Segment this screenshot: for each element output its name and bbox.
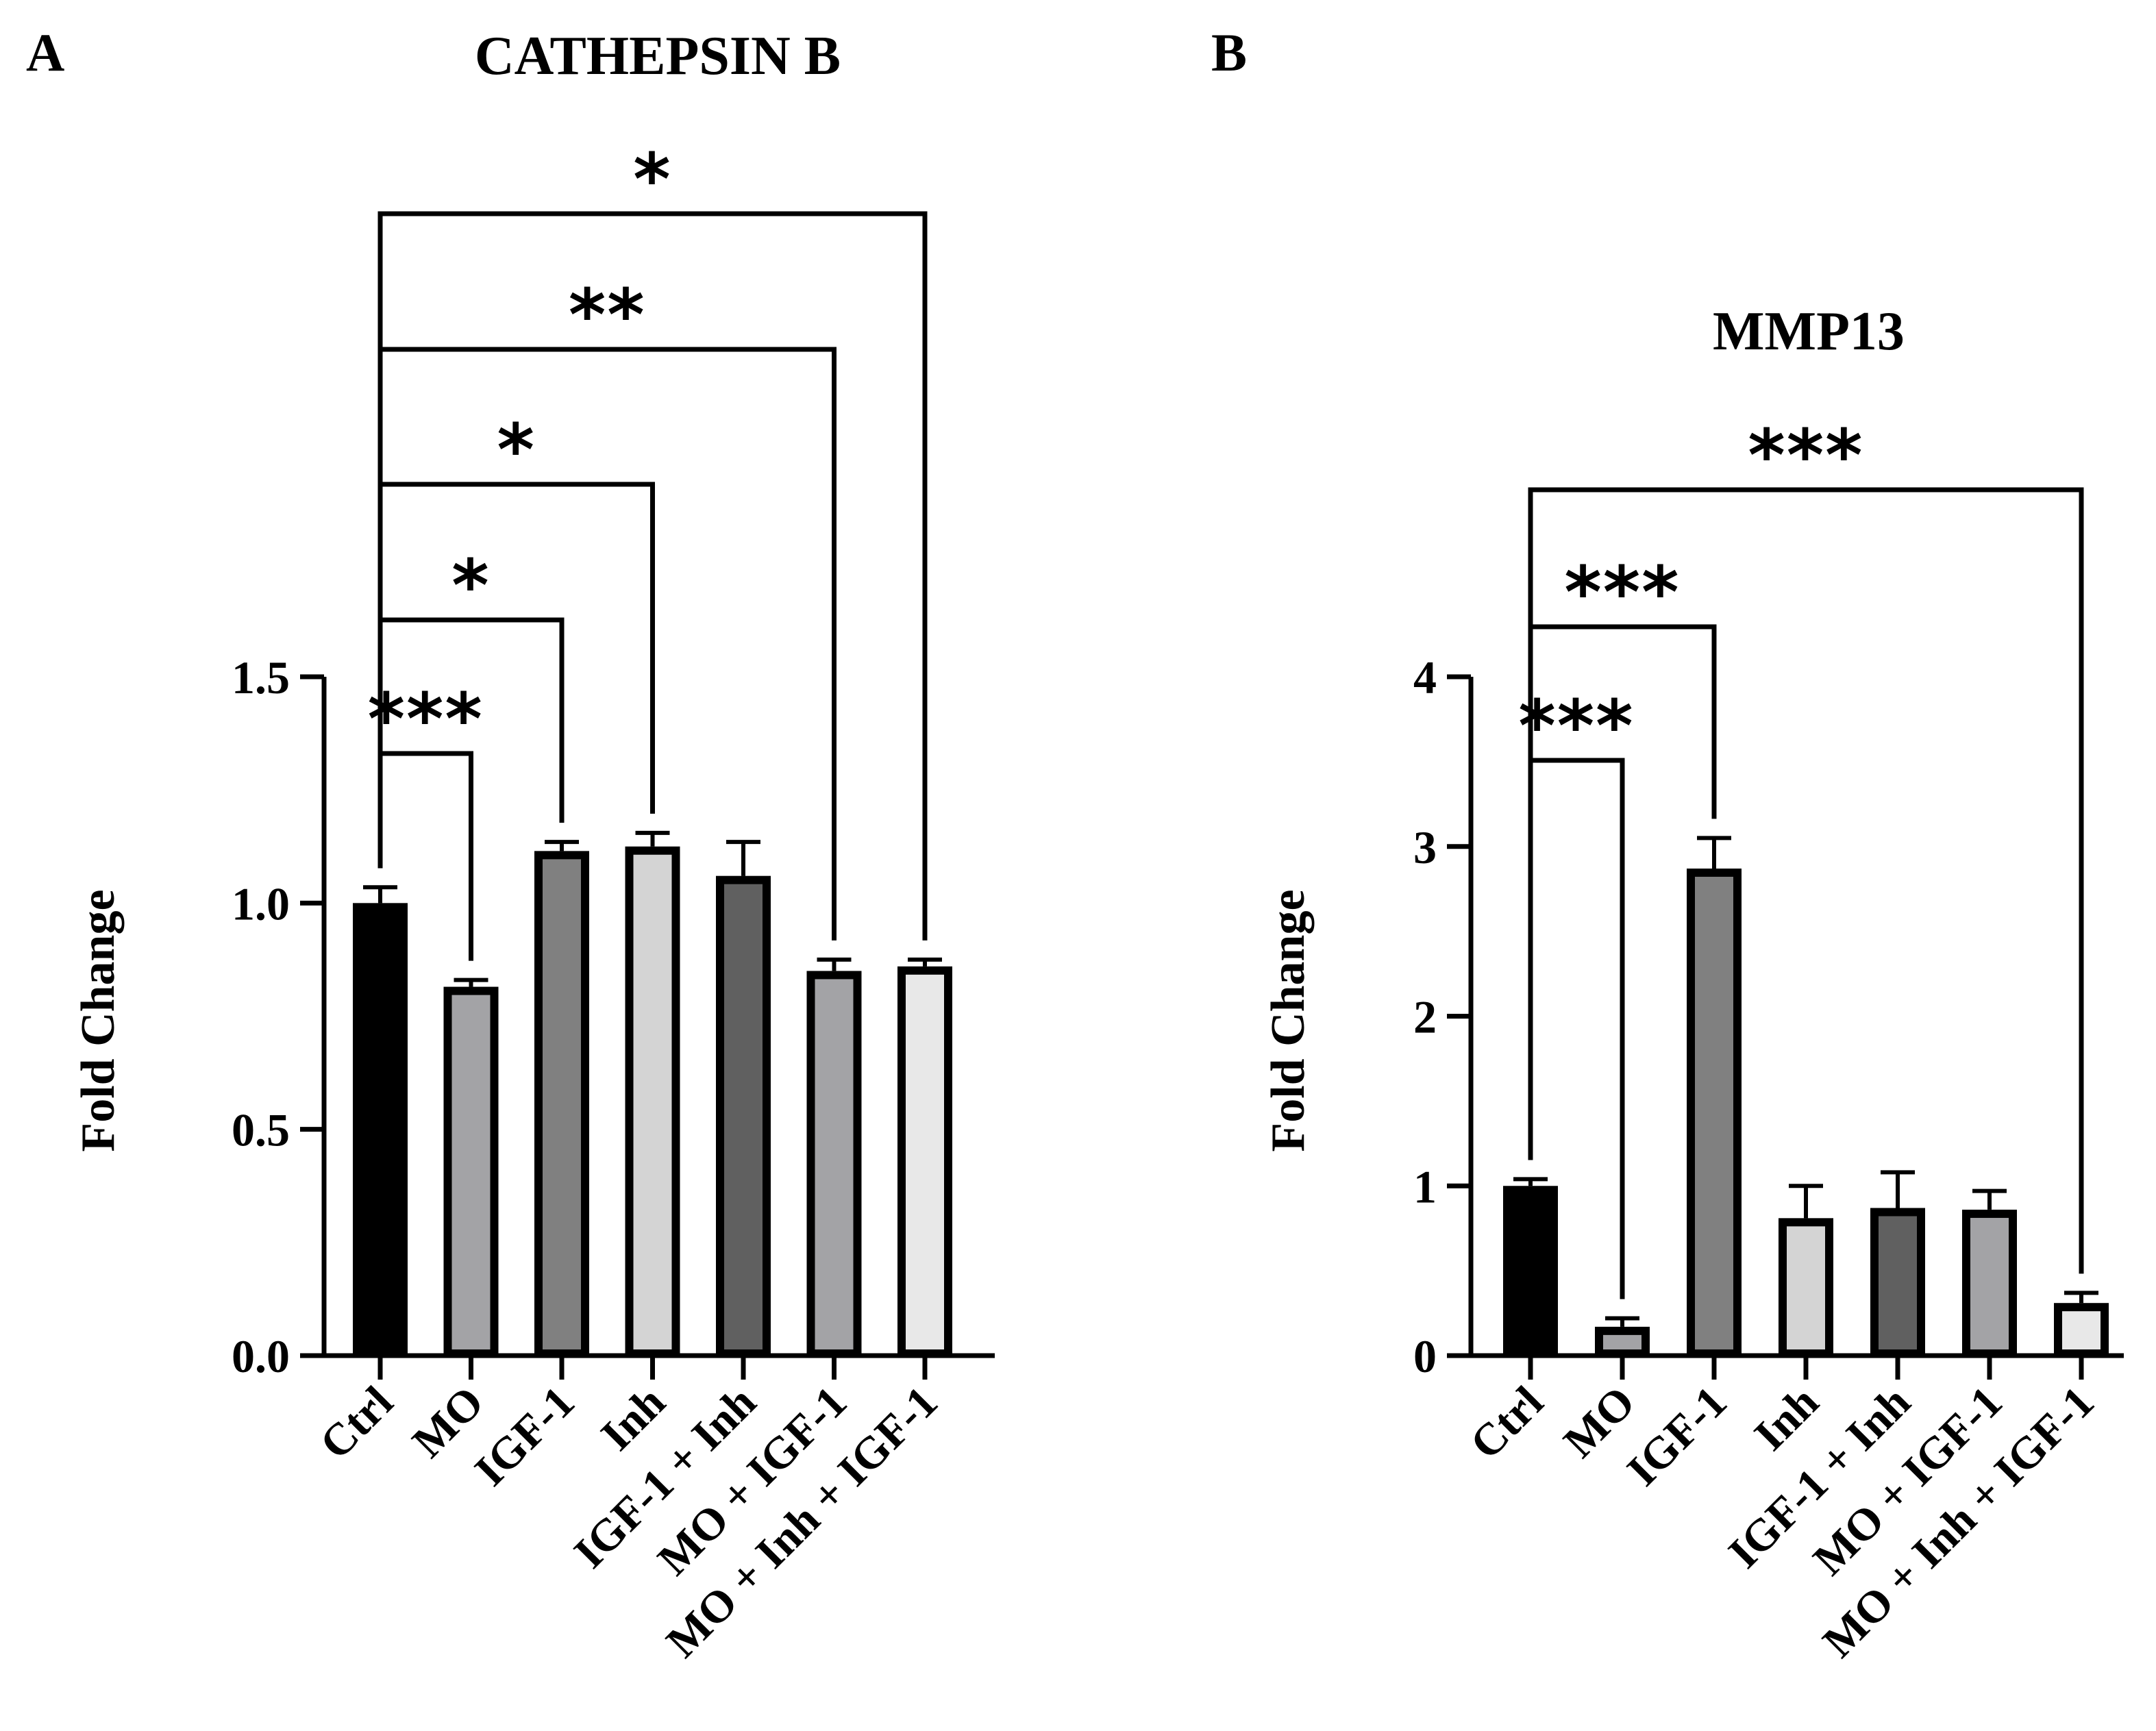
significance-label-a-4: ** — [569, 273, 646, 357]
y-tick-label-b-0: 0 — [1413, 1330, 1437, 1382]
error-bar-a-5 — [726, 840, 760, 876]
chart-title-b: MMP13 — [1713, 301, 1905, 362]
y-tick-label-b-3: 3 — [1413, 821, 1437, 873]
chart-title-a: CATHEPSIN B — [475, 26, 841, 86]
y-tick-label-b-2: 2 — [1413, 991, 1437, 1043]
panel-a: A CATHEPSIN B Fold Change 0.0 0.5 1.0 1.5 C… — [26, 23, 995, 1667]
y-axis-b: 0 1 2 3 4 — [1413, 651, 1474, 1382]
y-axis-label-a: Fold Change — [72, 889, 125, 1151]
significance-label-b-2: *** — [1564, 551, 1680, 634]
significance-label-a-1: *** — [368, 677, 484, 761]
panel-letter-a: A — [26, 23, 64, 82]
bar-a-5 — [716, 875, 771, 1358]
error-bar-b-3 — [1697, 836, 1731, 869]
bar-b-5 — [1870, 1208, 1925, 1358]
significance-brackets-a: ******** — [368, 138, 928, 961]
bar-a-4 — [625, 846, 680, 1358]
y-axis-a: 0.0 0.5 1.0 1.5 — [232, 651, 327, 1382]
error-bar-a-7 — [908, 957, 942, 967]
significance-brackets-b: *** *** *** — [1518, 414, 2084, 1299]
x-tick-label-a-1: Ctrl — [310, 1377, 403, 1469]
bar-a-1 — [353, 903, 408, 1358]
error-bar-b-4 — [1789, 1184, 1823, 1219]
error-bar-b-7 — [2064, 1291, 2098, 1304]
errorbars-a — [363, 830, 942, 987]
error-bar-a-3 — [545, 840, 579, 851]
x-tick-label-a-3: IGF-1 — [465, 1377, 584, 1495]
y-tick-label-a-0: 0.0 — [232, 1330, 290, 1382]
error-bar-a-1 — [363, 885, 397, 904]
y-tick-label-a-2: 1.0 — [232, 877, 290, 930]
significance-label-b-1: *** — [1518, 684, 1634, 768]
error-bar-b-6 — [1972, 1188, 2007, 1210]
significance-bracket-a-4 — [377, 347, 837, 941]
bar-a-6 — [806, 971, 862, 1358]
error-bar-a-4 — [635, 830, 670, 847]
bar-a-7 — [897, 966, 952, 1358]
bar-a-2 — [443, 986, 499, 1358]
y-axis-label-b: Fold Change — [1262, 889, 1315, 1151]
errorbars-b — [1513, 836, 2098, 1327]
bar-b-2 — [1595, 1326, 1650, 1358]
bars-b — [1503, 868, 2109, 1358]
x-tick-label-b-1: Ctrl — [1461, 1377, 1553, 1469]
significance-bracket-b-3 — [1528, 487, 2084, 1274]
error-bar-b-2 — [1605, 1316, 1639, 1327]
error-bar-b-1 — [1513, 1177, 1548, 1186]
bar-b-4 — [1779, 1218, 1833, 1358]
significance-bracket-a-5 — [377, 211, 928, 941]
significance-label-a-5: * — [633, 138, 671, 221]
bar-a-3 — [534, 851, 589, 1358]
error-bar-a-2 — [454, 977, 488, 987]
y-tick-label-a-3: 1.5 — [232, 651, 290, 703]
bar-b-1 — [1503, 1186, 1558, 1358]
significance-bracket-a-3 — [377, 482, 655, 869]
bar-b-7 — [2054, 1303, 2109, 1358]
panel-letter-b: B — [1211, 23, 1247, 82]
y-tick-label-b-1: 1 — [1413, 1160, 1437, 1212]
bars-a — [353, 846, 952, 1358]
y-tick-label-a-1: 0.5 — [232, 1104, 290, 1156]
significance-label-a-2: * — [451, 544, 490, 627]
error-bar-b-5 — [1881, 1170, 1915, 1208]
significance-label-b-3: *** — [1748, 414, 1863, 497]
bar-b-3 — [1687, 868, 1742, 1358]
y-tick-label-b-4: 4 — [1413, 651, 1437, 703]
bar-b-6 — [1962, 1209, 2017, 1358]
significance-label-a-3: * — [497, 408, 536, 492]
x-tick-label-b-3: IGF-1 — [1618, 1377, 1736, 1495]
error-bar-a-6 — [817, 957, 852, 971]
